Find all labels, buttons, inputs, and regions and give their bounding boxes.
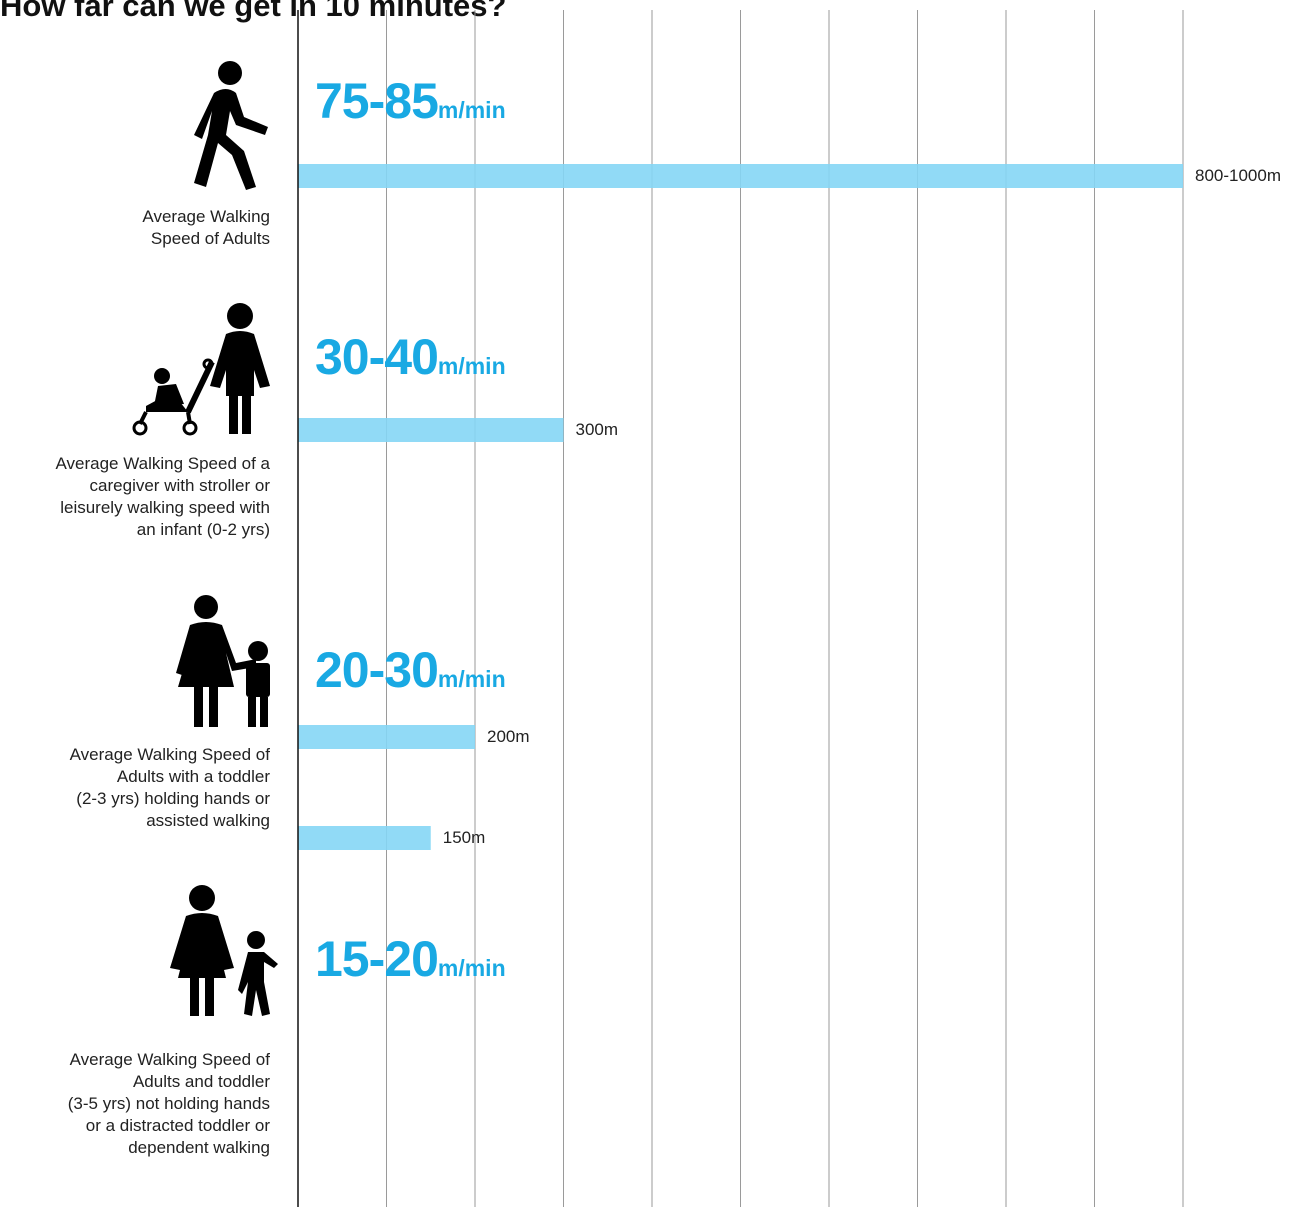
category-label-stroller: Average Walking Speed of a caregiver wit… (55, 454, 270, 539)
category-label-holding-hands: Average Walking Speed of Adults with a t… (69, 745, 270, 830)
speed-unit: m/min (437, 97, 506, 123)
value-labels: 800-1000m 300m 200m 150m (443, 166, 1281, 847)
walking-adult-icon (194, 61, 268, 190)
speed-label-distracted-toddler: 15-20m/min (315, 930, 506, 988)
speed-label-holding-hands: 20-30m/min (315, 641, 506, 699)
category-label-distracted-toddler: Average Walking Speed of Adults and todd… (67, 1050, 270, 1157)
stroller-caregiver-icon (132, 303, 270, 436)
value-label: 150m (443, 828, 486, 847)
category-label-adults: Average Walking Speed of Adults (142, 207, 270, 248)
speed-unit: m/min (437, 955, 506, 981)
speed-label-adults: 75-85m/min (315, 72, 506, 130)
bar (298, 164, 1183, 188)
chart-title: How far can we get in 10 minutes? (0, 0, 507, 23)
value-label: 300m (576, 420, 619, 439)
bar (298, 418, 564, 442)
speed-value: 75-85 (315, 73, 439, 129)
value-label: 800-1000m (1195, 166, 1281, 185)
speed-label-stroller: 30-40m/min (315, 328, 506, 386)
adult-holding-toddler-icon (176, 595, 270, 727)
gridlines (386, 10, 1184, 1207)
speed-unit: m/min (437, 353, 506, 379)
adult-with-walking-toddler-icon (170, 885, 278, 1016)
value-label: 200m (487, 727, 530, 746)
bar (298, 725, 475, 749)
bar (298, 826, 431, 850)
speed-value: 30-40 (315, 329, 439, 385)
speed-value: 20-30 (315, 642, 439, 698)
bars (298, 164, 1183, 850)
speed-unit: m/min (437, 666, 506, 692)
speed-value: 15-20 (315, 931, 439, 987)
